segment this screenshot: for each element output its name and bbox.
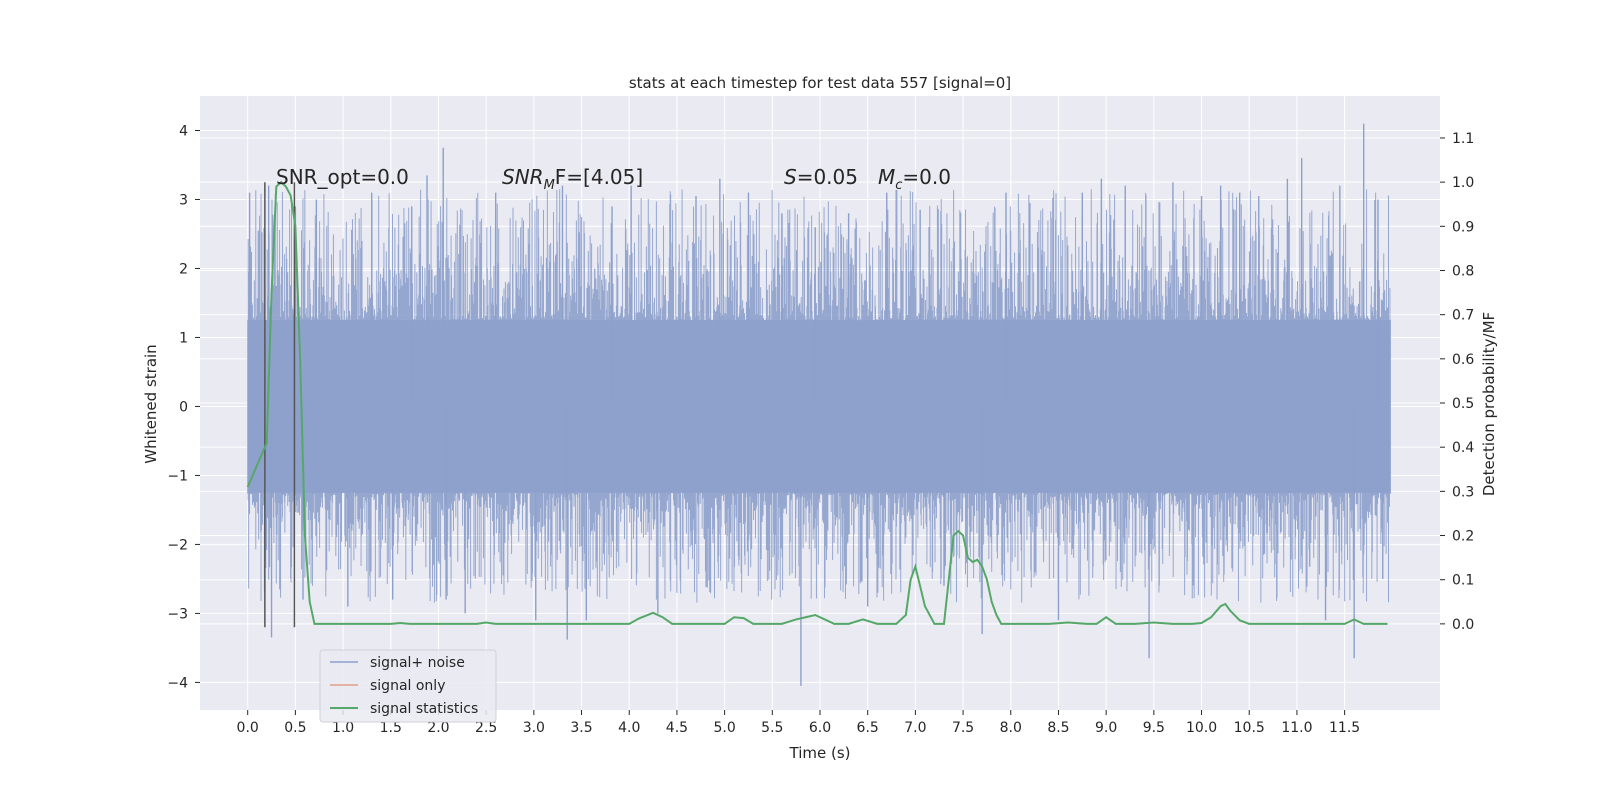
y-right-tick-label-9: 0.2 xyxy=(1452,529,1474,545)
annotation-snr-mf-rest: F=[4.05] xyxy=(555,165,643,189)
legend-label-signal-only: signal only xyxy=(370,678,445,694)
x-tick-label-19: 9.5 xyxy=(1143,720,1165,736)
x-tick-label-9: 4.5 xyxy=(666,720,688,736)
y-right-tick-label-4: 0.7 xyxy=(1452,308,1474,324)
x-tick-label-11: 5.5 xyxy=(761,720,783,736)
x-tick-label-16: 8.0 xyxy=(1000,720,1022,736)
y-left-tick-label-0: 4 xyxy=(179,123,188,139)
annotation-snr-mf-main: SNR xyxy=(502,165,544,189)
x-tick-label-13: 6.5 xyxy=(857,720,879,736)
y-right-tick-label-6: 0.5 xyxy=(1452,396,1474,412)
series-signal-statistics xyxy=(246,180,1388,625)
annotation-mc-main: M xyxy=(878,165,895,189)
x-axis-label: Time (s) xyxy=(789,744,851,762)
y-right-tick-label-7: 0.4 xyxy=(1452,440,1474,456)
x-tick-label-0: 0.0 xyxy=(237,720,259,736)
y-right-tick-label-0: 1.1 xyxy=(1452,131,1474,147)
x-tick-label-6: 3.0 xyxy=(523,720,545,736)
x-tick-label-10: 5.0 xyxy=(713,720,735,736)
x-tick-label-20: 10.0 xyxy=(1186,720,1217,736)
x-tick-label-4: 2.0 xyxy=(427,720,449,736)
x-tick-label-17: 8.5 xyxy=(1047,720,1069,736)
x-tick-label-1: 0.5 xyxy=(284,720,306,736)
y-right-axis-label: Detection probability/MF xyxy=(1480,312,1498,496)
y-right-tick-label-10: 0.1 xyxy=(1452,573,1474,589)
annotation-snr-opt-text: SNR_opt=0.0 xyxy=(276,165,409,189)
annotation-snr-mf-sub: M xyxy=(544,178,555,193)
annotation-s-value: S=0.05 xyxy=(784,165,858,189)
y-right-tick-label-2: 0.9 xyxy=(1452,219,1474,235)
annotation-s-main: S xyxy=(784,165,797,189)
annotation-snr-opt: SNR_opt=0.0 xyxy=(276,165,409,189)
y-left-tick-label-8: −4 xyxy=(167,675,188,691)
x-tick-label-8: 4.0 xyxy=(618,720,640,736)
y-left-tick-label-4: 0 xyxy=(179,399,188,415)
annotation-mc-rest: =0.0 xyxy=(902,165,951,189)
x-tick-label-22: 11.0 xyxy=(1281,720,1312,736)
x-tick-label-14: 7.0 xyxy=(904,720,926,736)
x-tick-label-15: 7.5 xyxy=(952,720,974,736)
annotation-s-rest: =0.05 xyxy=(797,165,858,189)
legend-label-signal-noise: signal+ noise xyxy=(370,655,465,671)
y-left-tick-label-2: 2 xyxy=(179,261,188,277)
x-tick-label-3: 1.5 xyxy=(380,720,402,736)
y-right-tick-label-5: 0.6 xyxy=(1452,352,1474,368)
y-left-tick-label-6: −2 xyxy=(167,537,188,553)
noise-core-band xyxy=(247,320,1391,493)
x-tick-label-7: 3.5 xyxy=(570,720,592,736)
y-right-tick-label-3: 0.8 xyxy=(1452,263,1474,279)
y-right-tick-label-8: 0.3 xyxy=(1452,484,1474,500)
annotation-mc-sub: c xyxy=(895,178,902,193)
y-left-tick-label-1: 3 xyxy=(179,192,188,208)
y-left-ticks: 4 3 2 1 0 −1 −2 −3 −4 xyxy=(167,123,200,691)
y-left-tick-label-3: 1 xyxy=(179,330,188,346)
annotation-snr-mf: SNRMF=[4.05] xyxy=(502,165,643,193)
x-tick-label-5: 2.5 xyxy=(475,720,497,736)
y-left-tick-label-5: −1 xyxy=(167,468,188,484)
y-right-tick-label-1: 1.0 xyxy=(1452,175,1474,191)
x-tick-label-23: 11.5 xyxy=(1329,720,1360,736)
legend-label-signal-statistics: signal statistics xyxy=(370,701,478,717)
chart-title: stats at each timestep for test data 557… xyxy=(629,74,1011,92)
legend: signal+ noise signal only signal statist… xyxy=(319,649,497,723)
y-right-ticks: 1.1 1.0 0.9 0.8 0.7 0.6 0.5 0.4 0.3 0.2 0.1 0.0 xyxy=(1440,131,1474,633)
y-right-tick-label-11: 0.0 xyxy=(1452,617,1474,633)
x-tick-label-21: 10.5 xyxy=(1234,720,1265,736)
y-left-axis-label: Whitened strain xyxy=(142,344,160,463)
legend-box xyxy=(319,649,497,723)
x-tick-label-12: 6.0 xyxy=(809,720,831,736)
x-ticks: 0.0 0.5 1.0 1.5 2.0 2.5 3.0 3.5 4.0 4.5 5.0 5.5 6.0 6… xyxy=(237,710,1360,736)
statistics-line xyxy=(246,180,1388,625)
x-tick-label-2: 1.0 xyxy=(332,720,354,736)
annotation-mc-value: Mc=0.0 xyxy=(878,165,951,193)
y-left-tick-label-7: −3 xyxy=(167,606,188,622)
x-tick-label-18: 9.0 xyxy=(1095,720,1117,736)
vertical-markers xyxy=(264,182,296,628)
series-signal-noise xyxy=(247,123,1391,686)
